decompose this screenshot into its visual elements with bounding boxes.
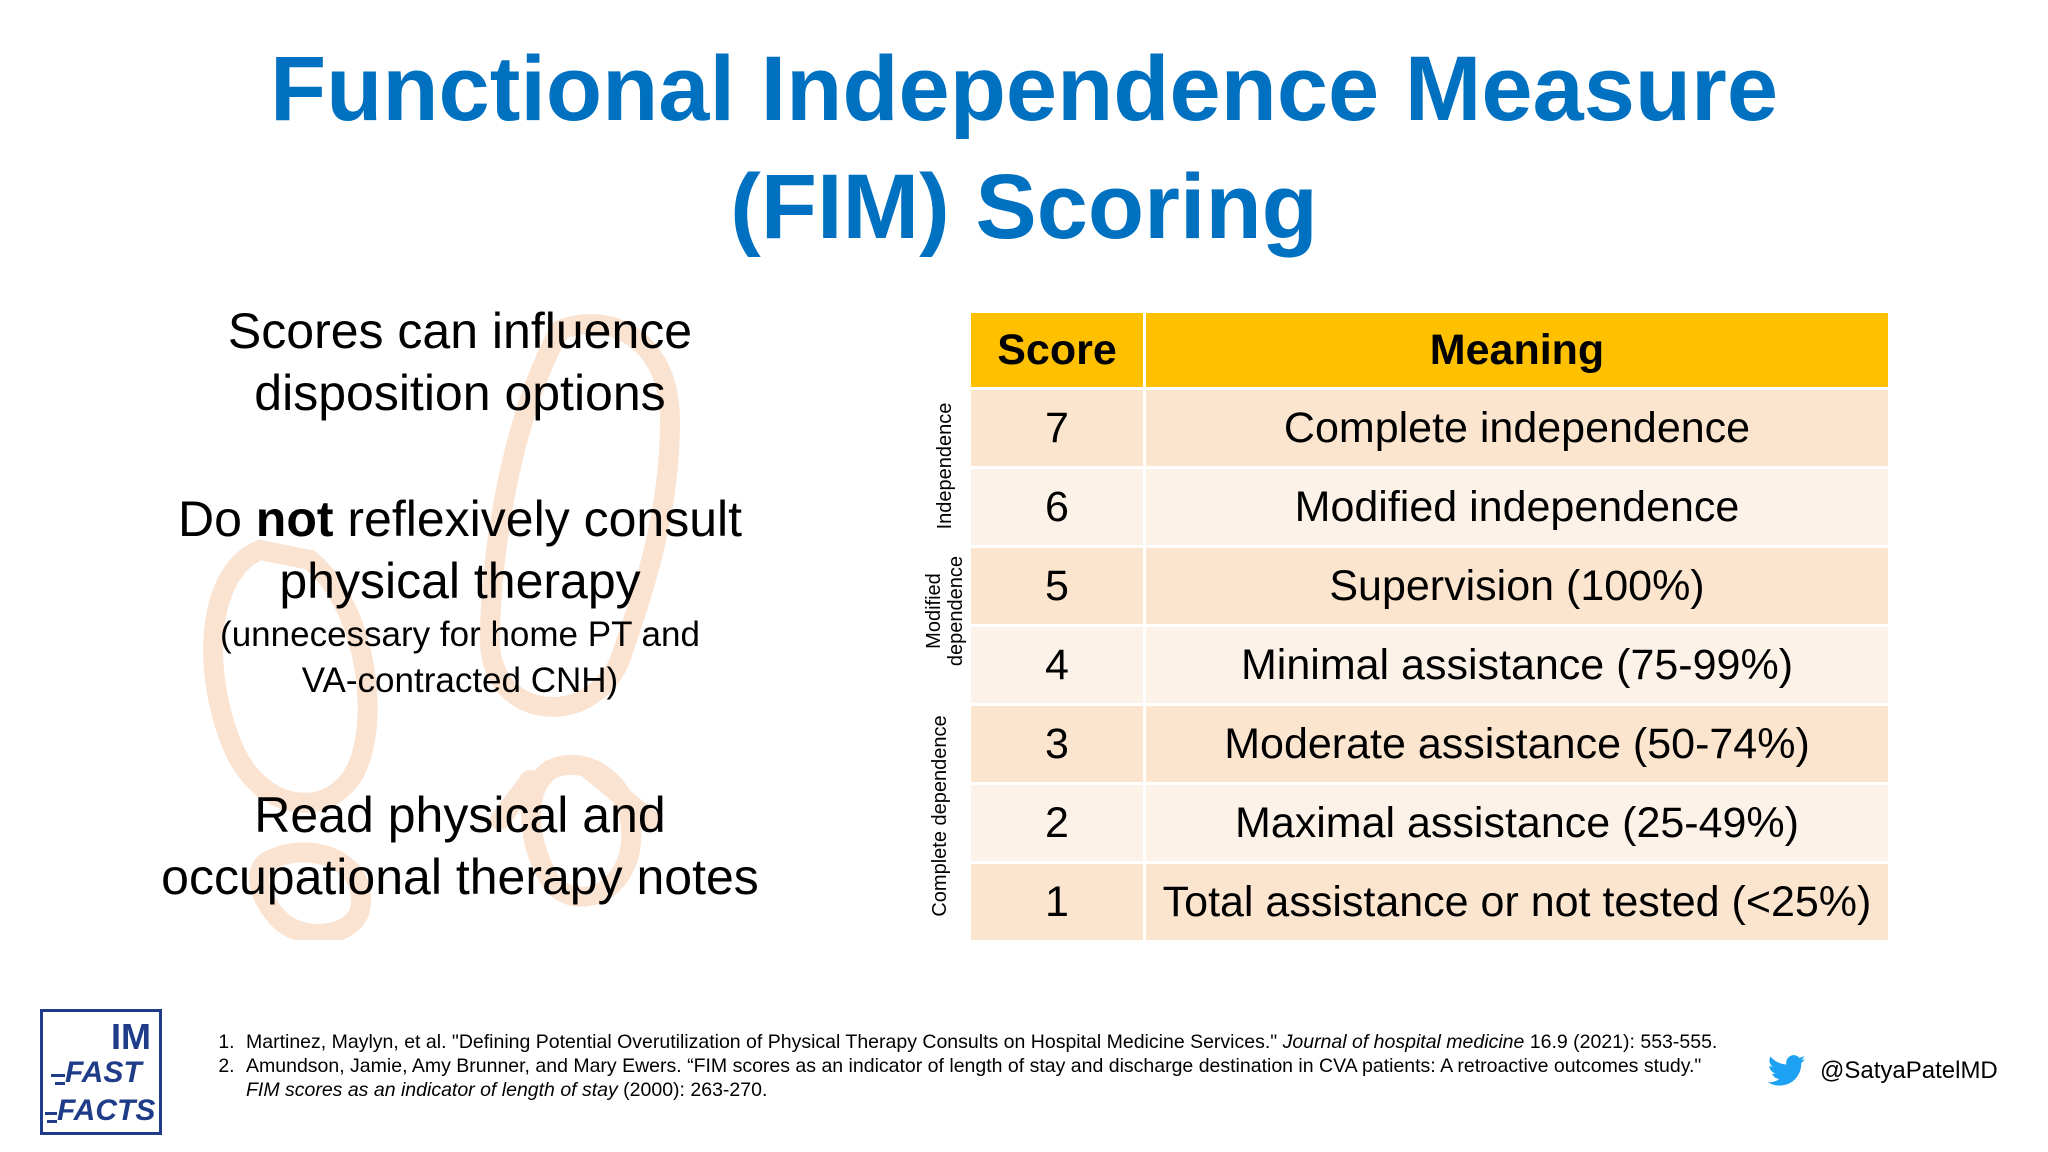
footprints-watermark-icon	[203, 314, 681, 940]
title-line-2: (FIM) Scoring	[730, 156, 1318, 258]
meaning-cell: Total assistance or not tested (<25%)	[1143, 861, 1891, 943]
table-row: 6 Modified independence	[968, 466, 1891, 548]
note-consult-pre: Do	[177, 491, 256, 547]
score-cell: 5	[968, 545, 1146, 627]
table-row: 1 Total assistance or not tested (<25%)	[968, 861, 1891, 943]
logo-facts-text: FACTS	[57, 1094, 156, 1127]
score-cell: 6	[968, 466, 1146, 548]
note-consult-bold: not	[255, 491, 334, 547]
twitter-bird-icon	[1768, 1055, 1806, 1086]
score-cell: 4	[968, 624, 1146, 706]
meaning-cell: Complete independence	[1143, 387, 1891, 469]
note-read-line1: Read physical and	[254, 787, 666, 843]
note-consult-detail-2: VA-contracted CNH)	[301, 661, 619, 700]
title-line-1: Functional Independence Measure	[269, 38, 1779, 140]
slide-title: Functional Independence Measure (FIM) Sc…	[0, 30, 2048, 266]
note-consult-line1: Do not reflexively consult	[120, 488, 800, 550]
note-consult-line2: physical therapy	[279, 553, 641, 609]
meaning-cell: Maximal assistance (25-49%)	[1143, 782, 1891, 864]
reference-citation: 16.9 (2021): 553-555.	[1524, 1031, 1718, 1053]
twitter-handle-block[interactable]: @SatyaPatelMD	[1768, 1055, 1998, 1087]
left-notes: Scores can influence disposition options…	[120, 300, 800, 908]
reference-citation: (2000): 263-270.	[617, 1079, 768, 1101]
references-list: Martinez, Maylyn, et al. "Defining Poten…	[212, 1030, 1740, 1102]
fim-score-table: Score Meaning 7 Complete independence 6 …	[968, 310, 1891, 943]
header-meaning: Meaning	[1143, 310, 1891, 390]
reference-journal: Journal of hospital medicine	[1282, 1031, 1525, 1053]
score-cell: 2	[968, 782, 1146, 864]
group-label-modified-line2: dependence	[945, 555, 967, 667]
table-row: 3 Moderate assistance (50-74%)	[968, 703, 1891, 785]
header-score: Score	[968, 310, 1146, 390]
meaning-cell: Moderate assistance (50-74%)	[1143, 703, 1891, 785]
reference-text: Amundson, Jamie, Amy Brunner, and Mary E…	[246, 1055, 1702, 1077]
table-row: 5 Supervision (100%)	[968, 545, 1891, 627]
logo-fast-text: FAST	[65, 1056, 142, 1089]
note-scores-line1: Scores can influence	[227, 303, 693, 359]
reference-item: Martinez, Maylyn, et al. "Defining Poten…	[240, 1030, 1740, 1054]
twitter-handle[interactable]: @SatyaPatelMD	[1820, 1057, 1998, 1084]
meaning-cell: Modified independence	[1143, 466, 1891, 548]
group-label-modified-dependence: Modified dependence	[923, 541, 967, 681]
score-cell: 3	[968, 703, 1146, 785]
group-label-complete-dependence: Complete dependence	[929, 715, 951, 917]
reference-item: Amundson, Jamie, Amy Brunner, and Mary E…	[240, 1054, 1740, 1102]
note-consult-detail-1: (unnecessary for home PT and	[220, 615, 700, 654]
reference-journal: FIM scores as an indicator of length of …	[246, 1079, 618, 1101]
note-scores-line2: disposition options	[254, 365, 666, 421]
table-row: 2 Maximal assistance (25-49%)	[968, 782, 1891, 864]
table-row: 7 Complete independence	[968, 387, 1891, 469]
reference-text: Martinez, Maylyn, et al. "Defining Poten…	[246, 1031, 1283, 1053]
table-row: 4 Minimal assistance (75-99%)	[968, 624, 1891, 706]
note-consult-post: reflexively consult	[333, 491, 743, 547]
score-cell: 1	[968, 861, 1146, 943]
table-header-row: Score Meaning	[968, 310, 1891, 390]
meaning-cell: Minimal assistance (75-99%)	[1143, 624, 1891, 706]
logo-im-text: IM	[111, 1016, 151, 1057]
note-read-line2: occupational therapy notes	[161, 849, 759, 905]
meaning-cell: Supervision (100%)	[1143, 545, 1891, 627]
score-cell: 7	[968, 387, 1146, 469]
im-fast-facts-logo: IM FAST FACTS	[40, 1009, 162, 1135]
group-label-modified-line1: Modified	[923, 573, 945, 649]
group-label-independence: Independence	[934, 402, 956, 530]
